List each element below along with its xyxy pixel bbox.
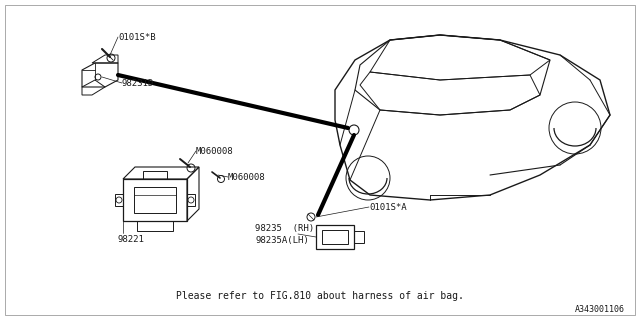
Text: 98221: 98221 — [118, 235, 145, 244]
Text: A343001106: A343001106 — [575, 306, 625, 315]
Text: M060008: M060008 — [196, 147, 234, 156]
Text: 0101S*A: 0101S*A — [369, 203, 406, 212]
Text: 98235  (RH): 98235 (RH) — [255, 223, 314, 233]
Text: 98231D: 98231D — [122, 78, 154, 87]
Text: Please refer to FIG.810 about harness of air bag.: Please refer to FIG.810 about harness of… — [176, 291, 464, 301]
Text: M060008: M060008 — [228, 172, 266, 181]
Text: 98235A(LH): 98235A(LH) — [255, 236, 308, 244]
Text: 0101S*B: 0101S*B — [118, 33, 156, 42]
